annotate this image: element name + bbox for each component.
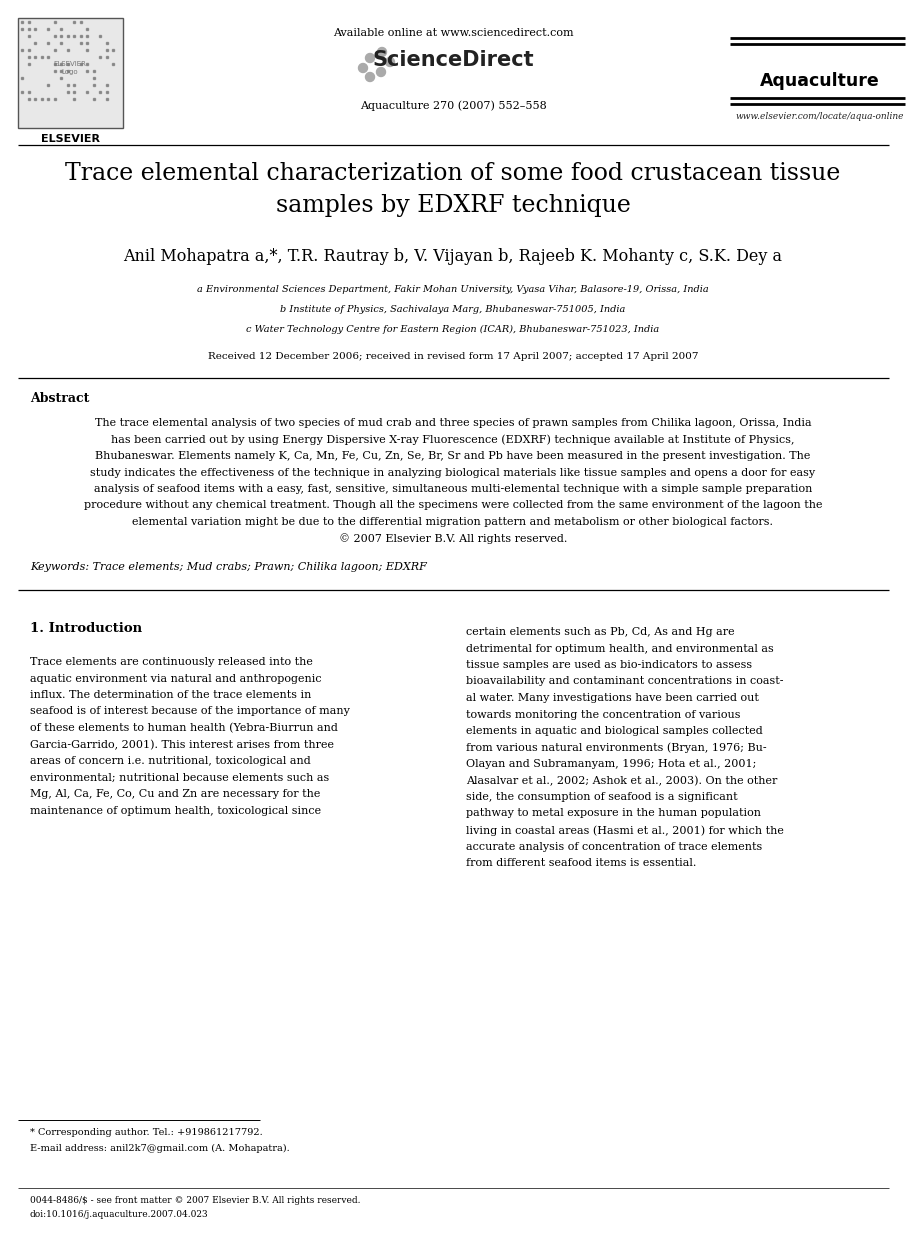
Text: Aquaculture: Aquaculture bbox=[760, 72, 880, 90]
Circle shape bbox=[376, 68, 385, 77]
Text: Aquaculture 270 (2007) 552–558: Aquaculture 270 (2007) 552–558 bbox=[359, 100, 546, 110]
Text: elements in aquatic and biological samples collected: elements in aquatic and biological sampl… bbox=[466, 725, 763, 737]
Text: Keywords: Trace elements; Mud crabs; Prawn; Chilika lagoon; EDXRF: Keywords: Trace elements; Mud crabs; Pra… bbox=[30, 562, 427, 572]
Text: aquatic environment via natural and anthropogenic: aquatic environment via natural and anth… bbox=[30, 673, 322, 683]
Text: Available online at www.sciencedirect.com: Available online at www.sciencedirect.co… bbox=[333, 28, 573, 38]
Text: study indicates the effectiveness of the technique in analyzing biological mater: study indicates the effectiveness of the… bbox=[91, 468, 815, 478]
Text: procedure without any chemical treatment. Though all the specimens were collecte: procedure without any chemical treatment… bbox=[83, 500, 823, 510]
Text: from different seafood items is essential.: from different seafood items is essentia… bbox=[466, 858, 697, 868]
Text: Olayan and Subramanyam, 1996; Hota et al., 2001;: Olayan and Subramanyam, 1996; Hota et al… bbox=[466, 759, 756, 769]
Text: c Water Technology Centre for Eastern Region (ICAR), Bhubaneswar-751023, India: c Water Technology Centre for Eastern Re… bbox=[247, 326, 659, 334]
Text: a Environmental Sciences Department, Fakir Mohan University, Vyasa Vihar, Balaso: a Environmental Sciences Department, Fak… bbox=[197, 285, 709, 293]
Text: The trace elemental analysis of two species of mud crab and three species of pra: The trace elemental analysis of two spec… bbox=[94, 418, 812, 428]
Text: Mg, Al, Ca, Fe, Co, Cu and Zn are necessary for the: Mg, Al, Ca, Fe, Co, Cu and Zn are necess… bbox=[30, 789, 320, 799]
Text: tissue samples are used as bio-indicators to assess: tissue samples are used as bio-indicator… bbox=[466, 660, 752, 670]
Text: www.elsevier.com/locate/aqua-online: www.elsevier.com/locate/aqua-online bbox=[736, 111, 904, 121]
Circle shape bbox=[385, 57, 395, 67]
Text: environmental; nutritional because elements such as: environmental; nutritional because eleme… bbox=[30, 773, 329, 782]
Text: influx. The determination of the trace elements in: influx. The determination of the trace e… bbox=[30, 690, 311, 699]
Text: certain elements such as Pb, Cd, As and Hg are: certain elements such as Pb, Cd, As and … bbox=[466, 626, 735, 638]
Text: Received 12 December 2006; received in revised form 17 April 2007; accepted 17 A: Received 12 December 2006; received in r… bbox=[208, 352, 698, 361]
Text: of these elements to human health (Yebra-Biurrun and: of these elements to human health (Yebra… bbox=[30, 723, 338, 733]
Text: 1. Introduction: 1. Introduction bbox=[30, 621, 142, 635]
Text: bioavailability and contaminant concentrations in coast-: bioavailability and contaminant concentr… bbox=[466, 676, 784, 687]
Text: Trace elemental characterization of some food crustacean tissue
samples by EDXRF: Trace elemental characterization of some… bbox=[65, 162, 841, 217]
Text: areas of concern i.e. nutritional, toxicological and: areas of concern i.e. nutritional, toxic… bbox=[30, 756, 311, 766]
Text: has been carried out by using Energy Dispersive X-ray Fluorescence (EDXRF) techn: has been carried out by using Energy Dis… bbox=[112, 435, 795, 446]
Text: ScienceDirect: ScienceDirect bbox=[372, 50, 534, 71]
Text: b Institute of Physics, Sachivalaya Marg, Bhubaneswar-751005, India: b Institute of Physics, Sachivalaya Marg… bbox=[280, 305, 626, 314]
Text: ELSEVIER: ELSEVIER bbox=[41, 134, 100, 144]
FancyBboxPatch shape bbox=[18, 19, 123, 128]
Text: maintenance of optimum health, toxicological since: maintenance of optimum health, toxicolog… bbox=[30, 806, 321, 816]
Text: towards monitoring the concentration of various: towards monitoring the concentration of … bbox=[466, 709, 740, 719]
Text: 0044-8486/$ - see front matter © 2007 Elsevier B.V. All rights reserved.: 0044-8486/$ - see front matter © 2007 El… bbox=[30, 1196, 360, 1205]
Text: al water. Many investigations have been carried out: al water. Many investigations have been … bbox=[466, 693, 759, 703]
Circle shape bbox=[377, 47, 386, 57]
Text: ELSEVIER
Logo: ELSEVIER Logo bbox=[54, 61, 86, 76]
Text: detrimental for optimum health, and environmental as: detrimental for optimum health, and envi… bbox=[466, 644, 774, 654]
Circle shape bbox=[366, 73, 375, 82]
Text: analysis of seafood items with a easy, fast, sensitive, simultaneous multi-eleme: analysis of seafood items with a easy, f… bbox=[93, 484, 812, 494]
Text: seafood is of interest because of the importance of many: seafood is of interest because of the im… bbox=[30, 707, 350, 717]
Text: E-mail address: anil2k7@gmail.com (A. Mohapatra).: E-mail address: anil2k7@gmail.com (A. Mo… bbox=[30, 1144, 289, 1153]
Text: doi:10.1016/j.aquaculture.2007.04.023: doi:10.1016/j.aquaculture.2007.04.023 bbox=[30, 1210, 209, 1219]
Text: Bhubaneswar. Elements namely K, Ca, Mn, Fe, Cu, Zn, Se, Br, Sr and Pb have been : Bhubaneswar. Elements namely K, Ca, Mn, … bbox=[95, 451, 811, 461]
Text: from various natural environments (Bryan, 1976; Bu-: from various natural environments (Bryan… bbox=[466, 743, 766, 753]
Text: © 2007 Elsevier B.V. All rights reserved.: © 2007 Elsevier B.V. All rights reserved… bbox=[339, 534, 567, 545]
Text: pathway to metal exposure in the human population: pathway to metal exposure in the human p… bbox=[466, 808, 761, 818]
Text: accurate analysis of concentration of trace elements: accurate analysis of concentration of tr… bbox=[466, 842, 762, 852]
Circle shape bbox=[358, 63, 367, 73]
Text: living in coastal areas (Hasmi et al., 2001) for which the: living in coastal areas (Hasmi et al., 2… bbox=[466, 825, 784, 836]
Text: Trace elements are continuously released into the: Trace elements are continuously released… bbox=[30, 657, 313, 667]
Text: elemental variation might be due to the differential migration pattern and metab: elemental variation might be due to the … bbox=[132, 517, 774, 527]
Text: * Corresponding author. Tel.: +919861217792.: * Corresponding author. Tel.: +919861217… bbox=[30, 1128, 263, 1136]
Text: Anil Mohapatra a,*, T.R. Rautray b, V. Vijayan b, Rajeeb K. Mohanty c, S.K. Dey : Anil Mohapatra a,*, T.R. Rautray b, V. V… bbox=[123, 248, 783, 265]
Text: Garcia-Garrido, 2001). This interest arises from three: Garcia-Garrido, 2001). This interest ari… bbox=[30, 739, 334, 750]
Text: side, the consumption of seafood is a significant: side, the consumption of seafood is a si… bbox=[466, 792, 737, 802]
Text: Alasalvar et al., 2002; Ashok et al., 2003). On the other: Alasalvar et al., 2002; Ashok et al., 20… bbox=[466, 775, 777, 786]
Circle shape bbox=[366, 53, 375, 62]
Text: Abstract: Abstract bbox=[30, 392, 90, 405]
